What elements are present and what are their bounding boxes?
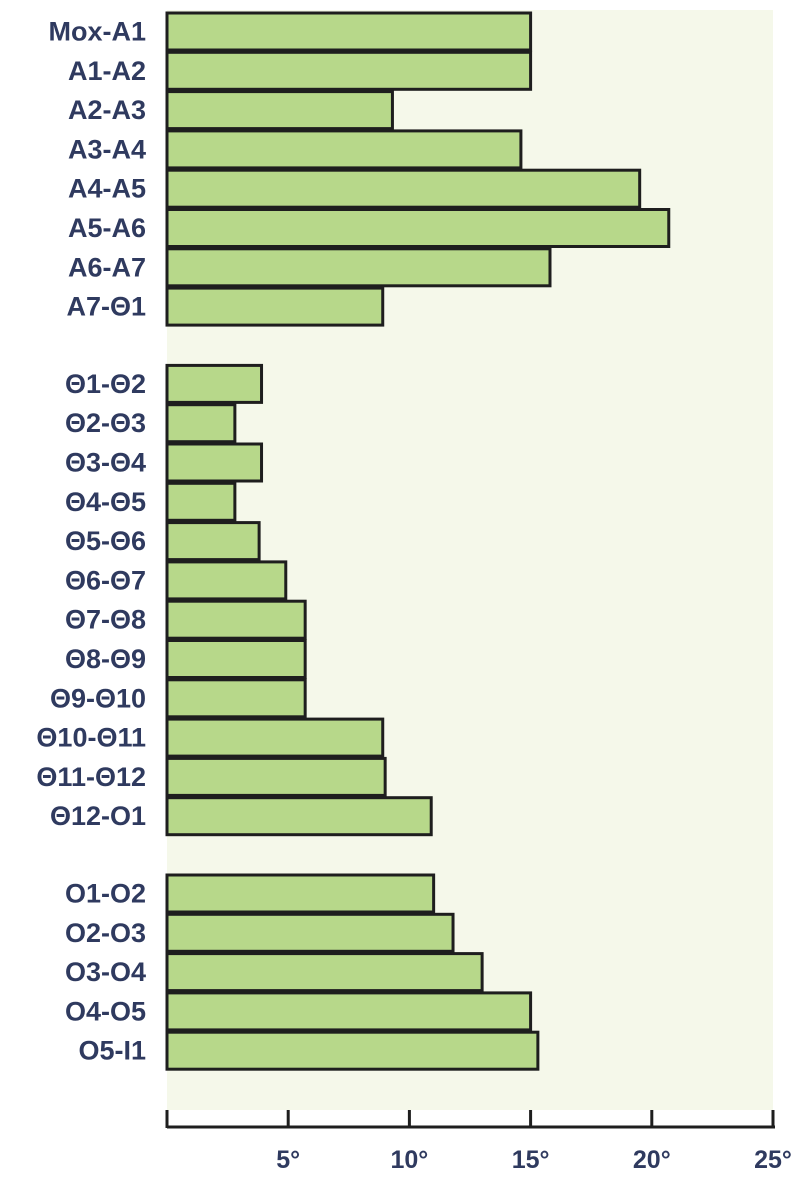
category-label: O4-O5 — [65, 996, 146, 1026]
category-label: Θ6-Θ7 — [65, 565, 146, 595]
x-tick-label: 25° — [754, 1146, 792, 1174]
bar — [165, 481, 237, 522]
category-label: O3-O4 — [65, 957, 146, 987]
bar — [165, 521, 261, 562]
category-label: A7-Θ1 — [66, 292, 146, 322]
bar — [165, 286, 385, 327]
x-tick-label: 5° — [276, 1146, 300, 1174]
category-label: Θ11-Θ12 — [36, 762, 146, 792]
bar — [165, 50, 533, 91]
bar — [165, 991, 533, 1032]
category-label: O5-I1 — [78, 1036, 146, 1066]
category-labels: Mox-A1 A1-A2 A2-A3 A3-A4 A4-A5 A5-A6 A6-A7 A7-Θ… — [36, 17, 146, 1066]
bar — [165, 678, 307, 719]
category-label: Θ10-Θ11 — [36, 723, 146, 753]
bar — [165, 247, 552, 288]
category-label: Θ2-Θ3 — [65, 408, 146, 438]
bar — [165, 756, 387, 797]
bar — [165, 599, 307, 640]
x-tick-label: 10° — [390, 1146, 428, 1174]
category-label: Θ4-Θ5 — [65, 487, 146, 517]
bar — [165, 873, 436, 914]
bar — [165, 403, 237, 444]
bar — [165, 560, 288, 601]
bar — [165, 129, 523, 170]
bar — [165, 168, 642, 209]
x-tick-label: 15° — [512, 1146, 550, 1174]
category-label: Mox-A1 — [48, 17, 146, 47]
x-tick-label: 20° — [633, 1146, 671, 1174]
bar — [165, 11, 533, 52]
category-label: A1-A2 — [68, 56, 146, 86]
bar — [165, 208, 671, 248]
category-label: Θ12-O1 — [50, 801, 146, 831]
category-label: Θ1-Θ2 — [65, 369, 146, 399]
category-label: O1-O2 — [65, 879, 146, 909]
bar-series — [165, 11, 671, 1071]
category-label: Θ9-Θ10 — [50, 683, 146, 713]
bar — [165, 912, 455, 953]
bar — [165, 1030, 540, 1071]
category-label: A2-A3 — [68, 95, 146, 125]
bar — [165, 90, 394, 131]
category-label: Θ8-Θ9 — [65, 644, 146, 674]
category-label: A4-A5 — [68, 174, 146, 204]
category-label: Θ7-Θ8 — [65, 605, 146, 635]
category-label: O2-O3 — [65, 918, 146, 948]
category-label: A5-A6 — [68, 213, 146, 243]
bar — [165, 952, 484, 993]
bar — [165, 717, 385, 758]
category-label: A3-A4 — [68, 134, 146, 164]
bar — [165, 639, 307, 679]
category-label: Θ3-Θ4 — [65, 448, 146, 478]
category-label: A6-A7 — [68, 252, 146, 282]
category-label: Θ5-Θ6 — [65, 526, 146, 556]
x-axis: 5° 10° 15° 20° 25° — [165, 1110, 792, 1174]
bar — [165, 442, 264, 483]
bar — [165, 796, 433, 837]
bar — [165, 363, 264, 404]
